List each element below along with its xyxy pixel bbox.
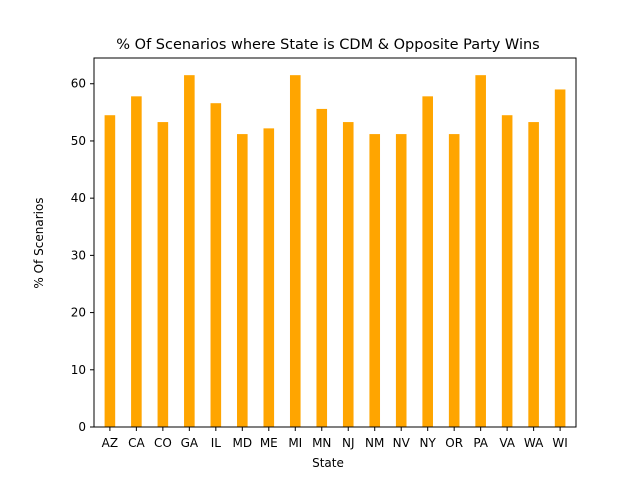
plot-frame	[93, 57, 577, 428]
x-axis-label: State	[312, 456, 344, 470]
x-tick-label: MN	[312, 436, 331, 450]
bar-wi	[554, 89, 566, 427]
bar-ca	[131, 96, 142, 427]
bar-or	[448, 134, 460, 427]
x-tick-label: NJ	[342, 436, 355, 450]
x-tick-label: AZ	[102, 436, 118, 450]
bar-il	[210, 103, 222, 428]
y-tick-label: 40	[71, 191, 86, 205]
bar-mi	[289, 75, 301, 428]
bar-va	[501, 115, 513, 428]
x-tick-label: PA	[473, 436, 488, 450]
y-tick-label: 50	[71, 134, 86, 148]
y-axis-label: % Of Scenarios	[32, 197, 46, 288]
x-tick-label: WA	[524, 436, 544, 450]
x-tick-label: GA	[181, 436, 199, 450]
x-tick-label: CO	[154, 436, 172, 450]
x-tick-label: OR	[445, 436, 463, 450]
x-tick-label: ME	[260, 436, 278, 450]
y-tick-label: 60	[71, 77, 86, 91]
x-tick-label: NV	[393, 436, 411, 450]
bar-mn	[316, 108, 328, 427]
chart-title: % Of Scenarios where State is CDM & Oppo…	[116, 37, 539, 53]
bar-nv	[395, 134, 407, 427]
bar-wa	[528, 122, 539, 428]
bar-me	[263, 128, 275, 428]
y-tick-label: 10	[71, 363, 86, 377]
bar-az	[104, 115, 116, 428]
x-tick-label: VA	[499, 436, 515, 450]
bar-co	[157, 122, 169, 428]
y-tick-label: 30	[71, 248, 86, 262]
x-tick-label: NM	[365, 436, 384, 450]
x-tick-label: NY	[420, 436, 437, 450]
x-axis-ticks: AZ CA CO GA IL MD ME MI MN NJ NM NV NY OR PA VA WA WI	[102, 427, 568, 450]
bar-ny	[422, 96, 433, 427]
y-tick-label: 20	[71, 306, 86, 320]
y-tick-label: 0	[78, 420, 86, 434]
bar-ga	[184, 75, 195, 428]
bar-nj	[342, 122, 354, 428]
bars-group	[104, 75, 566, 428]
x-tick-label: MI	[288, 436, 302, 450]
x-tick-label: MD	[233, 436, 253, 450]
x-tick-label: WI	[552, 436, 567, 450]
x-tick-label: CA	[128, 436, 145, 450]
x-tick-label: IL	[211, 436, 222, 450]
bar-pa	[475, 75, 486, 428]
bar-nm	[369, 134, 381, 427]
bar-md	[237, 134, 248, 427]
y-axis-ticks: 0 10 20 30 40 50 60	[71, 77, 94, 434]
